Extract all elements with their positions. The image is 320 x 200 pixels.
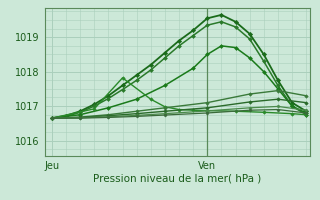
- X-axis label: Pression niveau de la mer( hPa ): Pression niveau de la mer( hPa ): [93, 174, 262, 184]
